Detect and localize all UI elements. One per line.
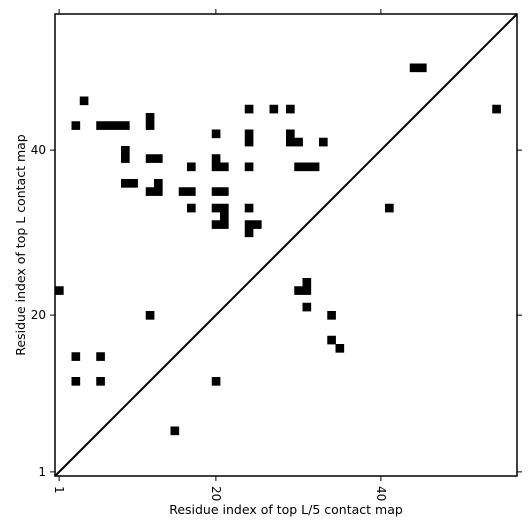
- contact-cell: [187, 187, 196, 196]
- contact-cell: [244, 129, 254, 139]
- contact-cell: [269, 104, 279, 114]
- contact-cell: [187, 203, 196, 213]
- contact-cell: [154, 154, 163, 163]
- contact-cell: [211, 129, 221, 139]
- contact-cell: [327, 335, 336, 345]
- contact-cell: [302, 286, 312, 295]
- contact-cell: [145, 187, 155, 196]
- contact-cell: [335, 344, 345, 353]
- contact-cell: [286, 129, 295, 139]
- contact-cell: [302, 302, 312, 312]
- contact-cell: [286, 104, 295, 114]
- contact-cell: [96, 121, 105, 130]
- contact-cell: [129, 179, 138, 188]
- contact-cell: [220, 187, 229, 196]
- contact-cell: [302, 162, 312, 172]
- contact-cell: [409, 63, 419, 73]
- contact-cell: [71, 377, 81, 386]
- y-tick-label: 20: [31, 308, 46, 322]
- contact-cells: [55, 63, 501, 436]
- contact-cell: [187, 162, 196, 172]
- contact-cell: [71, 352, 81, 361]
- contact-cell: [294, 137, 303, 147]
- axis-ticks: 1 20 40 1 20 40: [31, 9, 522, 501]
- contact-cell: [71, 121, 81, 130]
- x-tick-label: 40: [374, 486, 388, 501]
- diagonal-line: [54, 13, 518, 477]
- contact-cell: [220, 220, 229, 229]
- contact-cell: [170, 426, 180, 436]
- contact-cell: [145, 113, 155, 122]
- contact-cell: [104, 121, 114, 130]
- contact-cell: [286, 137, 295, 147]
- contact-cell: [211, 377, 221, 386]
- contact-cell: [145, 121, 155, 130]
- contact-cell: [178, 187, 188, 196]
- contact-cell: [211, 220, 221, 229]
- contact-cell: [220, 212, 229, 221]
- contact-cell: [220, 162, 229, 172]
- contact-cell: [121, 146, 130, 155]
- contact-cell: [244, 162, 254, 172]
- contact-cell: [79, 96, 89, 106]
- contact-cell: [294, 162, 303, 172]
- contact-cell: [211, 187, 221, 196]
- contact-cell: [327, 311, 336, 320]
- contact-cell: [121, 179, 130, 188]
- contact-cell: [253, 220, 262, 229]
- contact-cell: [154, 187, 163, 196]
- contact-cell: [319, 137, 328, 147]
- x-tick-label: 20: [209, 486, 223, 501]
- plot-area: [54, 13, 518, 477]
- contact-cell: [96, 377, 105, 386]
- contact-cell: [145, 311, 155, 320]
- contact-cell: [302, 278, 312, 287]
- contact-cell: [244, 137, 254, 147]
- contact-cell: [310, 162, 320, 172]
- contact-cell: [385, 203, 394, 213]
- contact-cell: [244, 104, 254, 114]
- contact-cell: [121, 121, 130, 130]
- contact-cell: [55, 286, 64, 295]
- contact-cell: [211, 154, 221, 163]
- contact-cell: [244, 203, 254, 213]
- y-axis-label: Residue index of top L contact map: [13, 134, 28, 355]
- contact-cell: [244, 228, 254, 238]
- contact-cell: [121, 154, 130, 163]
- contact-cell: [145, 154, 155, 163]
- contact-cell: [492, 104, 501, 114]
- contact-cell: [211, 162, 221, 172]
- plot-frame: [54, 13, 518, 477]
- x-tick-label: 1: [52, 486, 66, 494]
- contact-cell: [154, 179, 163, 188]
- contact-cell: [220, 203, 229, 213]
- contact-cell: [112, 121, 122, 130]
- contact-cell: [96, 352, 105, 361]
- x-axis-label: Residue index of top L/5 contact map: [169, 502, 403, 517]
- contact-cell: [294, 286, 303, 295]
- contact-cell: [418, 63, 427, 73]
- y-tick-label: 40: [31, 143, 46, 157]
- contact-cell: [211, 203, 221, 213]
- y-tick-label: 1: [38, 465, 46, 479]
- contact-cell: [244, 220, 254, 229]
